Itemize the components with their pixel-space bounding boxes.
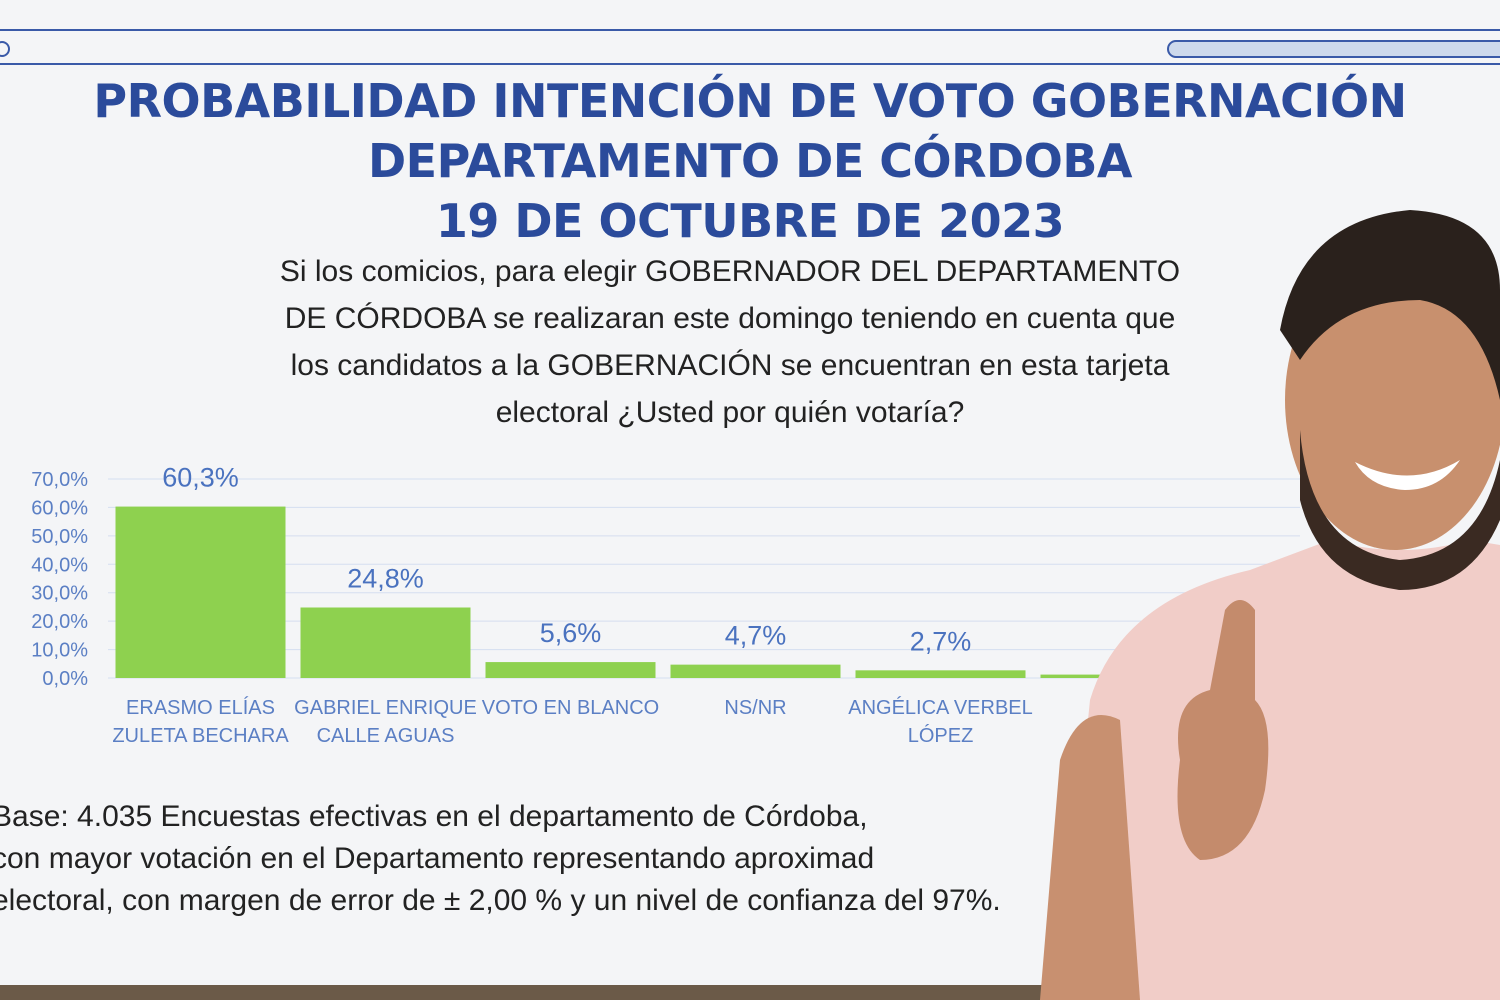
question-line: Si los comicios, para elegir GOBERNADOR … [279, 255, 1181, 288]
value-label: 4,7% [725, 621, 787, 651]
title-line: DEPARTAMENTO DE CÓRDOBA [367, 134, 1133, 188]
bar [855, 670, 1026, 678]
value-label: 60,3% [162, 463, 239, 493]
y-tick-label: 40,0% [31, 554, 88, 576]
question-line: los candidatos a la GOBERNACIÓN se encue… [290, 349, 1170, 382]
y-tick-label: 70,0% [31, 469, 88, 491]
base-note: Base: 4.035 Encuestas efectivas en el de… [0, 796, 1001, 922]
question-line: DE CÓRDOBA se realizaran este domingo te… [284, 302, 1176, 335]
question-line: electoral ¿Usted por quién votaría? [495, 396, 965, 429]
bar [670, 664, 841, 678]
value-label: 24,8% [347, 563, 424, 593]
y-tick-label: 20,0% [31, 611, 88, 633]
x-tick-label: ANGÉLICA VERBEL LÓPEZ [848, 697, 1033, 747]
note-line: electoral, con margen de error de ± 2,00… [0, 884, 1001, 917]
bar [115, 506, 286, 678]
photo [1040, 210, 1500, 1000]
value-label: 2,7% [910, 626, 972, 656]
bar [485, 662, 656, 678]
x-tick-label: VOTO EN BLANCO [481, 697, 660, 719]
title-line: 19 DE OCTUBRE DE 2023 [435, 194, 1065, 248]
note-line: Base: 4.035 Encuestas efectivas en el de… [0, 800, 868, 833]
y-tick-label: 30,0% [31, 583, 88, 605]
y-tick-label: 50,0% [31, 526, 88, 548]
title-line: PROBABILIDAD INTENCIÓN DE VOTO GOBERNACI… [93, 74, 1407, 128]
x-tick-label: GABRIEL ENRIQUE CALLE AGUAS [294, 697, 477, 747]
y-tick-label: 0,0% [42, 668, 88, 690]
x-tick-label: NS/NR [724, 697, 787, 719]
y-tick-label: 60,0% [31, 497, 88, 519]
note-line: con mayor votación en el Departamento re… [0, 842, 875, 875]
decor-circle [0, 41, 10, 57]
x-tick-label: ERASMO ELÍAS ZULETA BECHARA [112, 697, 289, 747]
value-label: 5,6% [540, 618, 602, 648]
bar [300, 607, 471, 678]
y-tick-label: 10,0% [31, 640, 88, 662]
decor-pill [1167, 40, 1500, 58]
